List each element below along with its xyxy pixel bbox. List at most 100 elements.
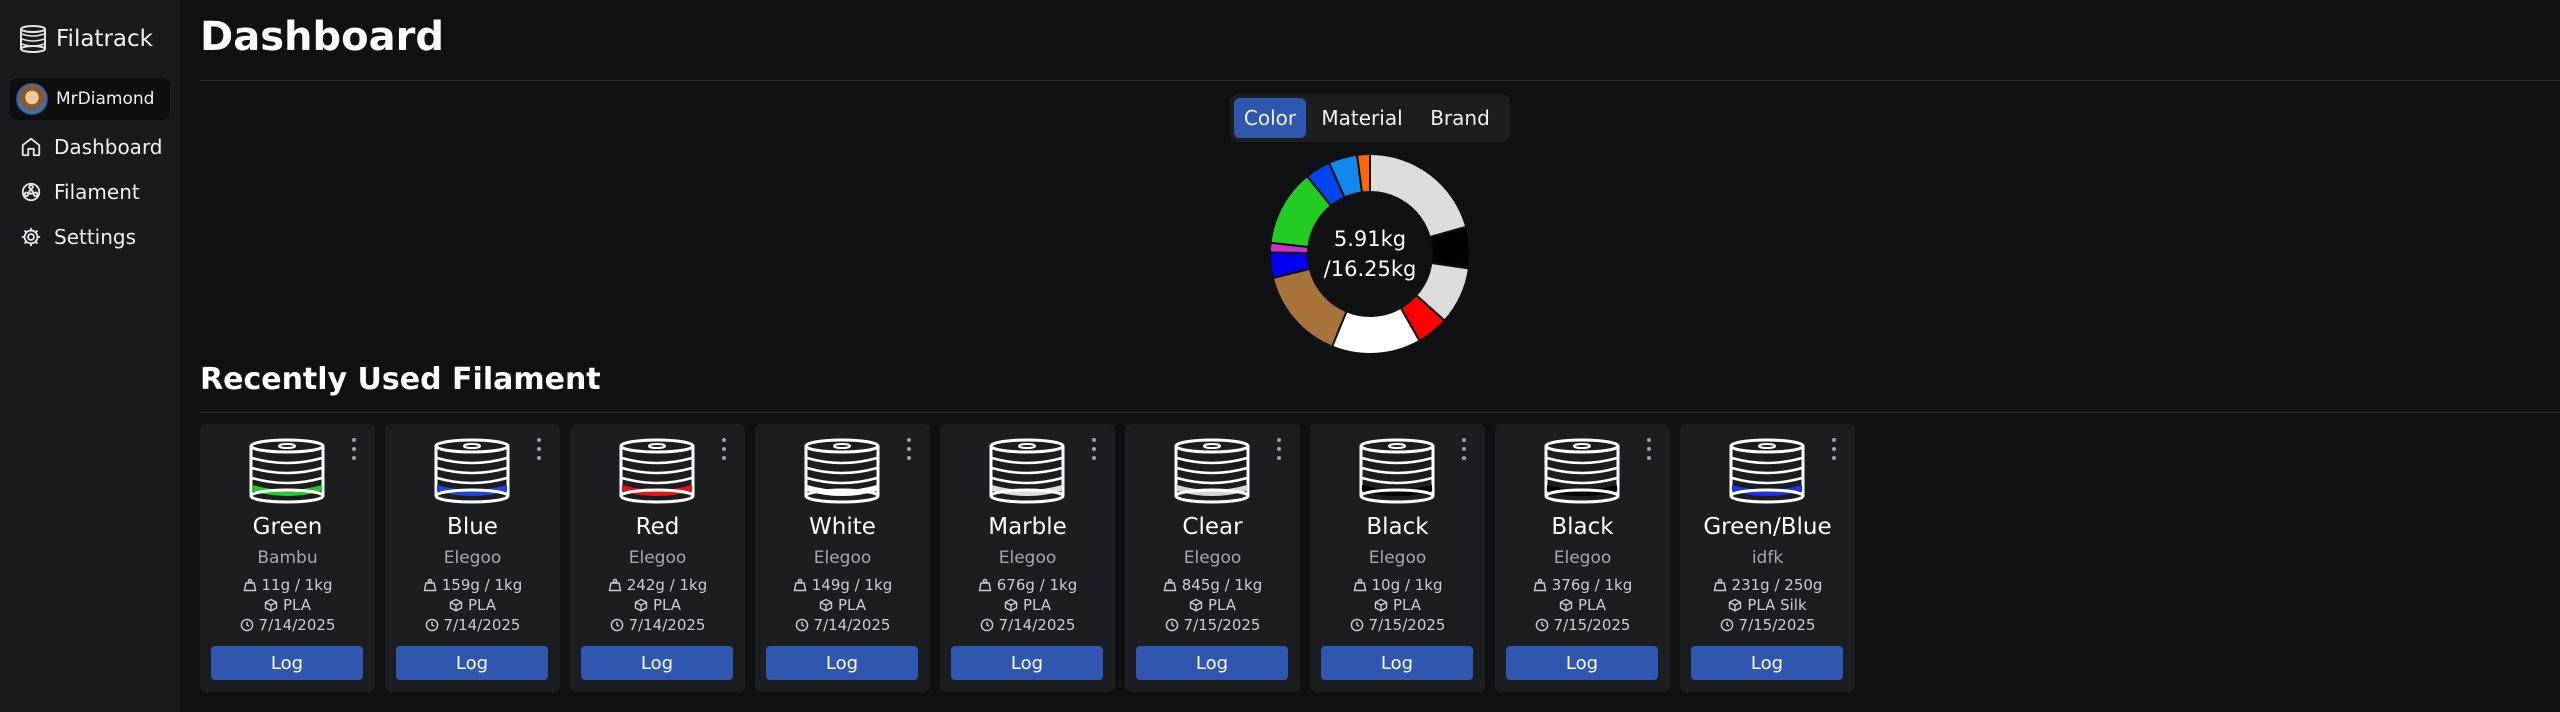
log-button[interactable]: Log	[581, 646, 733, 680]
log-button[interactable]: Log	[1506, 646, 1658, 680]
filament-name: White	[809, 514, 876, 540]
weight-icon	[1163, 578, 1177, 592]
filament-last-used: 7/15/2025	[1680, 616, 1855, 634]
weight-icon	[1713, 578, 1726, 592]
user-profile[interactable]: MrDiamond	[10, 78, 170, 120]
donut-slice-orange[interactable]	[1355, 152, 1371, 194]
more-options-icon[interactable]	[721, 438, 727, 460]
cube-icon	[819, 598, 833, 612]
filament-material: PLA	[200, 596, 375, 614]
filament-name: Red	[635, 514, 680, 540]
filament-card: Green/Blue idfk 231g / 250g PLA Silk 7/1…	[1680, 424, 1855, 692]
more-options-icon[interactable]	[351, 438, 357, 460]
weight-icon	[243, 578, 256, 592]
cube-icon	[634, 598, 648, 612]
filament-material: PLA	[940, 596, 1115, 614]
filament-name: Marble	[988, 514, 1067, 540]
app-title: Filatrack	[56, 26, 153, 52]
app-brand[interactable]: Filatrack	[18, 22, 153, 56]
tab-color[interactable]: Color	[1234, 98, 1306, 138]
filament-card: Green Bambu 11g / 1kg PLA 7/14/2025 Log	[200, 424, 375, 692]
filament-weight: 159g / 1kg	[385, 576, 560, 594]
filament-card: Blue Elegoo 159g / 1kg PLA 7/14/2025 Log	[385, 424, 560, 692]
filament-weight: 845g / 1kg	[1125, 576, 1300, 594]
recent-filament-title: Recently Used Filament	[200, 362, 601, 397]
filament-spool-icon	[619, 438, 695, 504]
cube-icon	[264, 598, 278, 612]
filament-reel-icon	[21, 182, 41, 202]
cube-icon	[1729, 598, 1742, 612]
more-options-icon[interactable]	[1831, 438, 1837, 460]
sidebar-item-settings[interactable]: Settings	[20, 222, 136, 252]
filament-weight: 11g / 1kg	[200, 576, 375, 594]
used-weight: 5.91kg	[1333, 227, 1407, 251]
filament-last-used: 7/15/2025	[1125, 616, 1300, 634]
sidebar-item-label: Dashboard	[54, 135, 163, 159]
donut-svg	[1268, 152, 1471, 355]
filament-brand: Elegoo	[1183, 548, 1242, 568]
clock-icon	[795, 618, 808, 632]
filament-name: Clear	[1182, 514, 1243, 540]
more-options-icon[interactable]	[906, 438, 912, 460]
usage-donut-chart: 5.91kg /16.25kg	[1266, 150, 1474, 358]
tab-brand[interactable]: Brand	[1430, 106, 1490, 130]
filament-last-used: 7/14/2025	[755, 616, 930, 634]
weight-icon	[978, 578, 992, 592]
filament-card: Black Elegoo 376g / 1kg PLA 7/15/2025 Lo…	[1495, 424, 1670, 692]
filament-spool-icon	[804, 438, 880, 504]
clock-icon	[1720, 618, 1733, 632]
filament-spool-logo-icon	[20, 25, 46, 53]
filament-last-used: 7/15/2025	[1495, 616, 1670, 634]
filament-material: PLA Silk	[1680, 596, 1855, 614]
weight-icon	[423, 578, 437, 592]
filament-card: Clear Elegoo 845g / 1kg PLA 7/15/2025 Lo…	[1125, 424, 1300, 692]
more-options-icon[interactable]	[1646, 438, 1652, 460]
log-button[interactable]: Log	[766, 646, 918, 680]
filament-weight: 10g / 1kg	[1310, 576, 1485, 594]
log-button[interactable]: Log	[396, 646, 548, 680]
filament-material: PLA	[1495, 596, 1670, 614]
filament-card: Red Elegoo 242g / 1kg PLA 7/14/2025 Log	[570, 424, 745, 692]
filament-brand: Elegoo	[443, 548, 502, 568]
log-button[interactable]: Log	[1321, 646, 1473, 680]
divider	[200, 412, 2560, 413]
filament-spool-icon	[1174, 438, 1250, 504]
clock-icon	[240, 618, 253, 632]
filament-card: Black Elegoo 10g / 1kg PLA 7/15/2025 Log	[1310, 424, 1485, 692]
filament-spool-icon	[1359, 438, 1435, 504]
filament-brand: Elegoo	[998, 548, 1057, 568]
clock-icon	[425, 618, 438, 632]
page-title: Dashboard	[200, 14, 444, 60]
filament-last-used: 7/14/2025	[200, 616, 375, 634]
filament-material: PLA	[755, 596, 930, 614]
filament-spool-icon	[434, 438, 510, 504]
log-button[interactable]: Log	[1691, 646, 1843, 680]
filament-material: PLA	[385, 596, 560, 614]
more-options-icon[interactable]	[536, 438, 542, 460]
log-button[interactable]: Log	[951, 646, 1103, 680]
filament-name: Green/Blue	[1703, 514, 1832, 540]
filament-name: Black	[1366, 514, 1429, 540]
filament-material: PLA	[570, 596, 745, 614]
sidebar-item-dashboard[interactable]: Dashboard	[20, 132, 163, 162]
filament-weight: 676g / 1kg	[940, 576, 1115, 594]
filament-weight: 231g / 250g	[1680, 576, 1855, 594]
more-options-icon[interactable]	[1276, 438, 1282, 460]
sidebar-item-label: Filament	[54, 180, 140, 204]
filament-spool-icon	[249, 438, 325, 504]
weight-icon	[1353, 578, 1366, 592]
sidebar-item-filament[interactable]: Filament	[20, 177, 140, 207]
log-button[interactable]: Log	[211, 646, 363, 680]
cube-icon	[1189, 598, 1203, 612]
filament-name: Black	[1551, 514, 1614, 540]
avatar	[16, 83, 48, 115]
filament-brand: idfk	[1751, 548, 1784, 568]
more-options-icon[interactable]	[1461, 438, 1467, 460]
filament-card-list: Green Bambu 11g / 1kg PLA 7/14/2025 Log …	[200, 424, 1855, 692]
more-options-icon[interactable]	[1091, 438, 1097, 460]
log-button[interactable]: Log	[1136, 646, 1288, 680]
clock-icon	[610, 618, 623, 632]
tab-material[interactable]: Material	[1321, 106, 1403, 130]
filament-brand: Elegoo	[1553, 548, 1612, 568]
filament-material: PLA	[1310, 596, 1485, 614]
